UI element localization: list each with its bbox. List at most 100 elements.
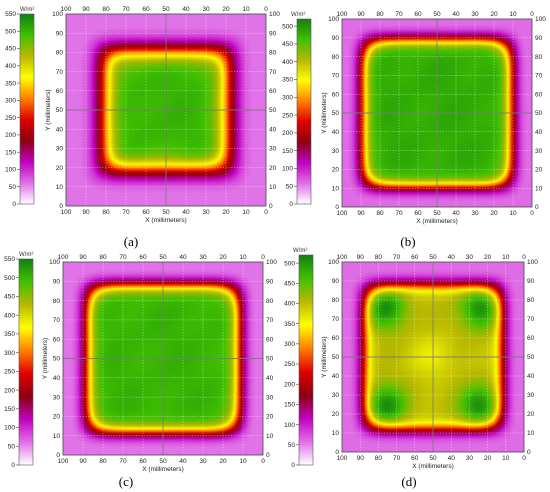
colorbar-tick-label: 500: [282, 23, 293, 30]
y-tick-label-right: 40: [527, 373, 535, 380]
colorbar-unit-b: W/m²: [291, 12, 305, 18]
y-tick-label-right: 60: [527, 335, 535, 342]
x-tick-label-top: 0: [264, 6, 268, 13]
y-tick-label-left: 30: [332, 148, 340, 155]
x-tick-label-bottom: 20: [222, 209, 230, 216]
colorbar-tick-label: 150: [282, 148, 293, 155]
colorbar-tick-label: 0: [11, 462, 15, 469]
colorbar-tick-label: 100: [5, 167, 16, 174]
x-tick-label-top: 0: [522, 254, 526, 261]
y-tick-label-left: 20: [332, 167, 340, 174]
colorbar-tick-label: 50: [9, 184, 17, 191]
x-tick-label-top: 0: [530, 11, 534, 18]
x-tick-label-bottom: 0: [261, 458, 265, 465]
colorbar-tick-label: 150: [284, 402, 295, 409]
x-tick-label-top: 80: [102, 6, 110, 13]
x-tick-label-bottom: 80: [99, 458, 107, 465]
colorbar-tick-label: 300: [4, 350, 15, 357]
colorbar-tick-label: 200: [282, 130, 293, 137]
y-tick-label-left: 90: [53, 279, 61, 286]
y-tick-label-left: 100: [328, 16, 339, 23]
y-tick-label-left: 20: [53, 414, 61, 421]
y-tick-label-left: 100: [49, 259, 60, 266]
y-tick-label-right: 20: [527, 411, 535, 418]
colorbar-tick-label: 250: [282, 112, 293, 119]
y-tick-label-right: 40: [535, 129, 543, 136]
x-tick-label-top: 80: [376, 11, 384, 18]
y-tick-label-right: 20: [269, 165, 277, 172]
y-tick-label-right: 30: [269, 146, 277, 153]
colorbar-tick-label: 500: [284, 260, 295, 267]
y-tick-label-left: 30: [56, 146, 64, 153]
y-tick-label-right: 70: [269, 69, 277, 76]
y-tick-label-right: 100: [535, 16, 546, 23]
y-tick-label-left: 100: [52, 11, 63, 18]
x-tick-label-top: 10: [242, 6, 250, 13]
y-tick-label-right: 40: [266, 375, 274, 382]
x-tick-label-bottom: 80: [375, 455, 383, 462]
y-tick-label-left: 40: [56, 126, 64, 133]
x-tick-label-top: 70: [119, 254, 127, 261]
y-tick-label-right: 90: [269, 30, 277, 37]
plot-frame: [341, 18, 533, 208]
y-tick-label-left: 50: [53, 356, 61, 363]
colorbar-tick-label: 100: [4, 425, 15, 432]
y-tick-label-left: 80: [332, 54, 340, 61]
y-tick-label-right: 90: [527, 278, 535, 285]
y-tick-label-right: 100: [266, 259, 277, 266]
x-tick-label-top: 40: [452, 11, 460, 18]
y-tick-label-left: 0: [335, 204, 339, 211]
x-tick-label-top: 30: [199, 254, 207, 261]
panel-label-a: (a): [124, 234, 138, 249]
colorbar-tick-label: 200: [5, 132, 16, 139]
y-tick-label-right: 0: [266, 452, 270, 459]
x-tick-label-bottom: 50: [429, 455, 437, 462]
y-tick-label-left: 80: [56, 50, 64, 57]
y-tick-label-left: 50: [332, 354, 340, 361]
y-tick-label-left: 50: [332, 110, 340, 117]
y-tick-label-right: 70: [266, 317, 274, 324]
y-tick-label-right: 100: [527, 259, 538, 266]
y-axis-label-a: Y (millimeters): [45, 89, 52, 130]
x-tick-label-top: 70: [122, 6, 130, 13]
x-tick-label-top: 30: [471, 11, 479, 18]
colorbar-tick-label: 400: [5, 63, 16, 70]
plot-frame: [62, 261, 264, 456]
y-tick-label-left: 20: [332, 411, 340, 418]
x-tick-label-bottom: 30: [199, 458, 207, 465]
x-tick-label-bottom: 20: [484, 455, 492, 462]
x-axis-label-a: X (millimeters): [145, 217, 187, 224]
x-tick-label-bottom: 100: [58, 458, 69, 465]
x-tick-label-top: 50: [159, 254, 167, 261]
y-tick-label-left: 70: [332, 73, 340, 80]
colorbar-tick-label: 300: [284, 341, 295, 348]
colorbar-unit-d: W/m²: [293, 248, 307, 254]
heatmap-plot-c: 1001009090808070706060505040403030202010…: [49, 254, 277, 465]
x-tick-label-top: 20: [219, 254, 227, 261]
x-tick-label-bottom: 10: [242, 209, 250, 216]
y-axis-label-d: Y (millimeters): [321, 336, 328, 377]
y-tick-label-left: 90: [332, 278, 340, 285]
colorbar-tick-label: 200: [284, 381, 295, 388]
colorbar-tick-label: 350: [5, 80, 16, 87]
x-axis-label-c: X (millimeters): [142, 466, 184, 473]
x-tick-label-bottom: 100: [337, 210, 348, 217]
x-tick-label-bottom: 0: [264, 209, 268, 216]
y-tick-label-left: 60: [53, 336, 61, 343]
x-tick-label-bottom: 60: [414, 210, 422, 217]
colorbar-tick-label: 400: [282, 59, 293, 66]
x-tick-label-bottom: 10: [502, 455, 510, 462]
y-tick-label-right: 30: [535, 148, 543, 155]
colorbar-tick-label: 0: [291, 462, 295, 469]
x-tick-label-bottom: 60: [142, 209, 150, 216]
colorbar-tick-label: 350: [284, 321, 295, 328]
x-tick-label-bottom: 80: [376, 210, 384, 217]
x-tick-label-bottom: 0: [522, 455, 526, 462]
y-tick-label-right: 70: [527, 316, 535, 323]
plot-frame: [341, 261, 525, 453]
y-tick-label-right: 90: [266, 279, 274, 286]
colorbar-gradient: [18, 258, 34, 466]
